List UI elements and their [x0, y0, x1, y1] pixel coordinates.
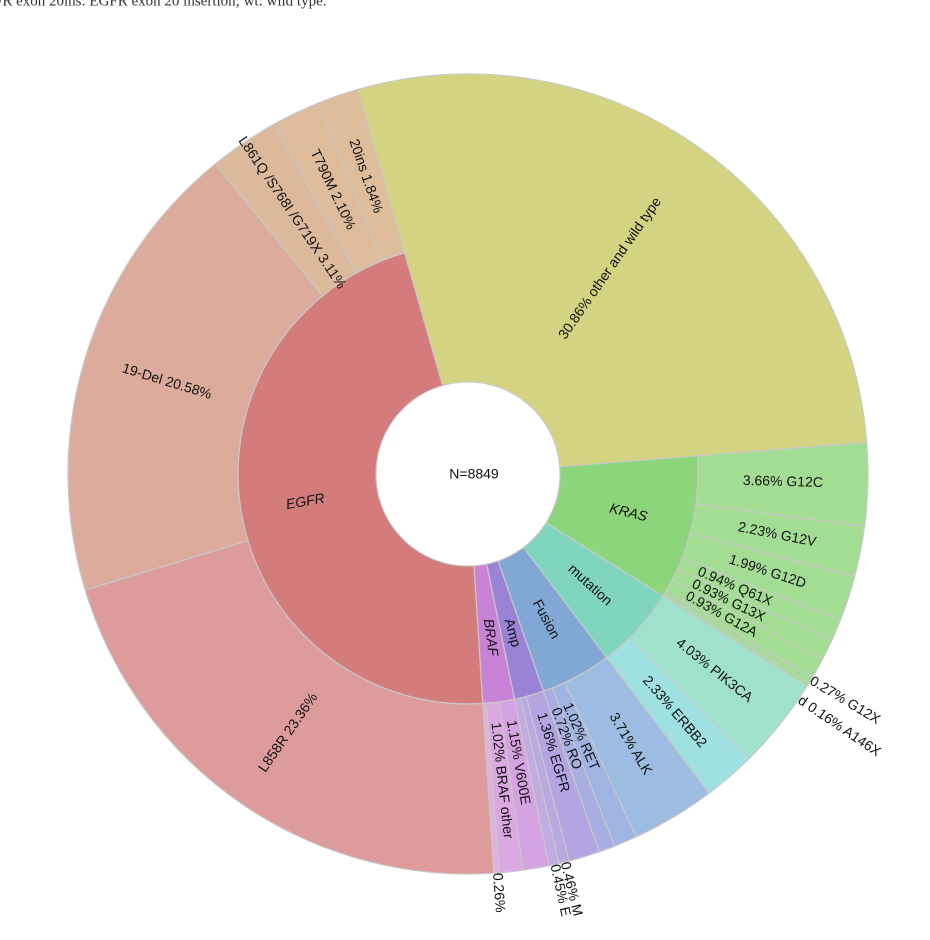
slice-label: EGFR [285, 490, 326, 512]
slice-label: 3.66% G12C [743, 472, 824, 490]
slice-label: Amp [502, 617, 525, 649]
outer-slice [317, 88, 406, 262]
slice-label: 0.26% [490, 872, 509, 913]
caption: FR exon 20ins: EGFR exon 20 insertion; w… [0, 0, 327, 9]
center-hole [375, 381, 561, 567]
outer-slice [84, 539, 495, 875]
outer-slice [67, 163, 324, 591]
slice-label: BRAF [481, 618, 502, 659]
center-label: N=8849 [449, 466, 499, 482]
